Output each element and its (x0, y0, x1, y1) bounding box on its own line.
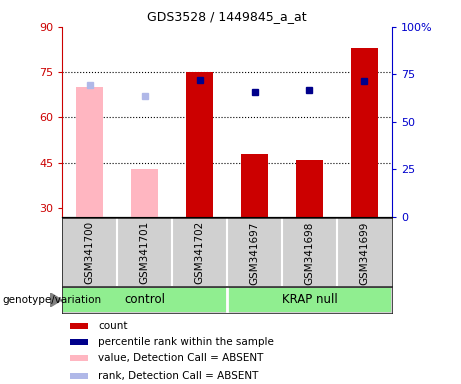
Text: genotype/variation: genotype/variation (2, 295, 101, 305)
Text: GSM341702: GSM341702 (195, 221, 205, 285)
Bar (70, 355, 88, 361)
Text: value, Detection Call = ABSENT: value, Detection Call = ABSENT (98, 353, 263, 363)
Bar (70, 323, 88, 329)
Bar (70, 373, 88, 379)
Text: KRAP null: KRAP null (282, 293, 337, 306)
Text: percentile rank within the sample: percentile rank within the sample (98, 337, 274, 347)
Bar (131, 169, 159, 217)
Text: GSM341698: GSM341698 (304, 221, 314, 285)
Bar (76, 87, 103, 217)
Text: control: control (124, 293, 165, 306)
Text: rank, Detection Call = ABSENT: rank, Detection Call = ABSENT (98, 371, 258, 381)
Text: GSM341697: GSM341697 (249, 221, 260, 285)
Text: count: count (98, 321, 127, 331)
Bar (351, 48, 378, 217)
Polygon shape (50, 293, 62, 307)
Text: GSM341699: GSM341699 (360, 221, 369, 285)
Text: GSM341700: GSM341700 (85, 221, 95, 284)
Bar (228, 288, 391, 312)
Text: GSM341701: GSM341701 (140, 221, 150, 285)
Bar (296, 160, 323, 217)
Bar (70, 339, 88, 345)
Title: GDS3528 / 1449845_a_at: GDS3528 / 1449845_a_at (147, 10, 307, 23)
Bar (241, 154, 268, 217)
Bar (186, 72, 213, 217)
Bar (63, 288, 226, 312)
